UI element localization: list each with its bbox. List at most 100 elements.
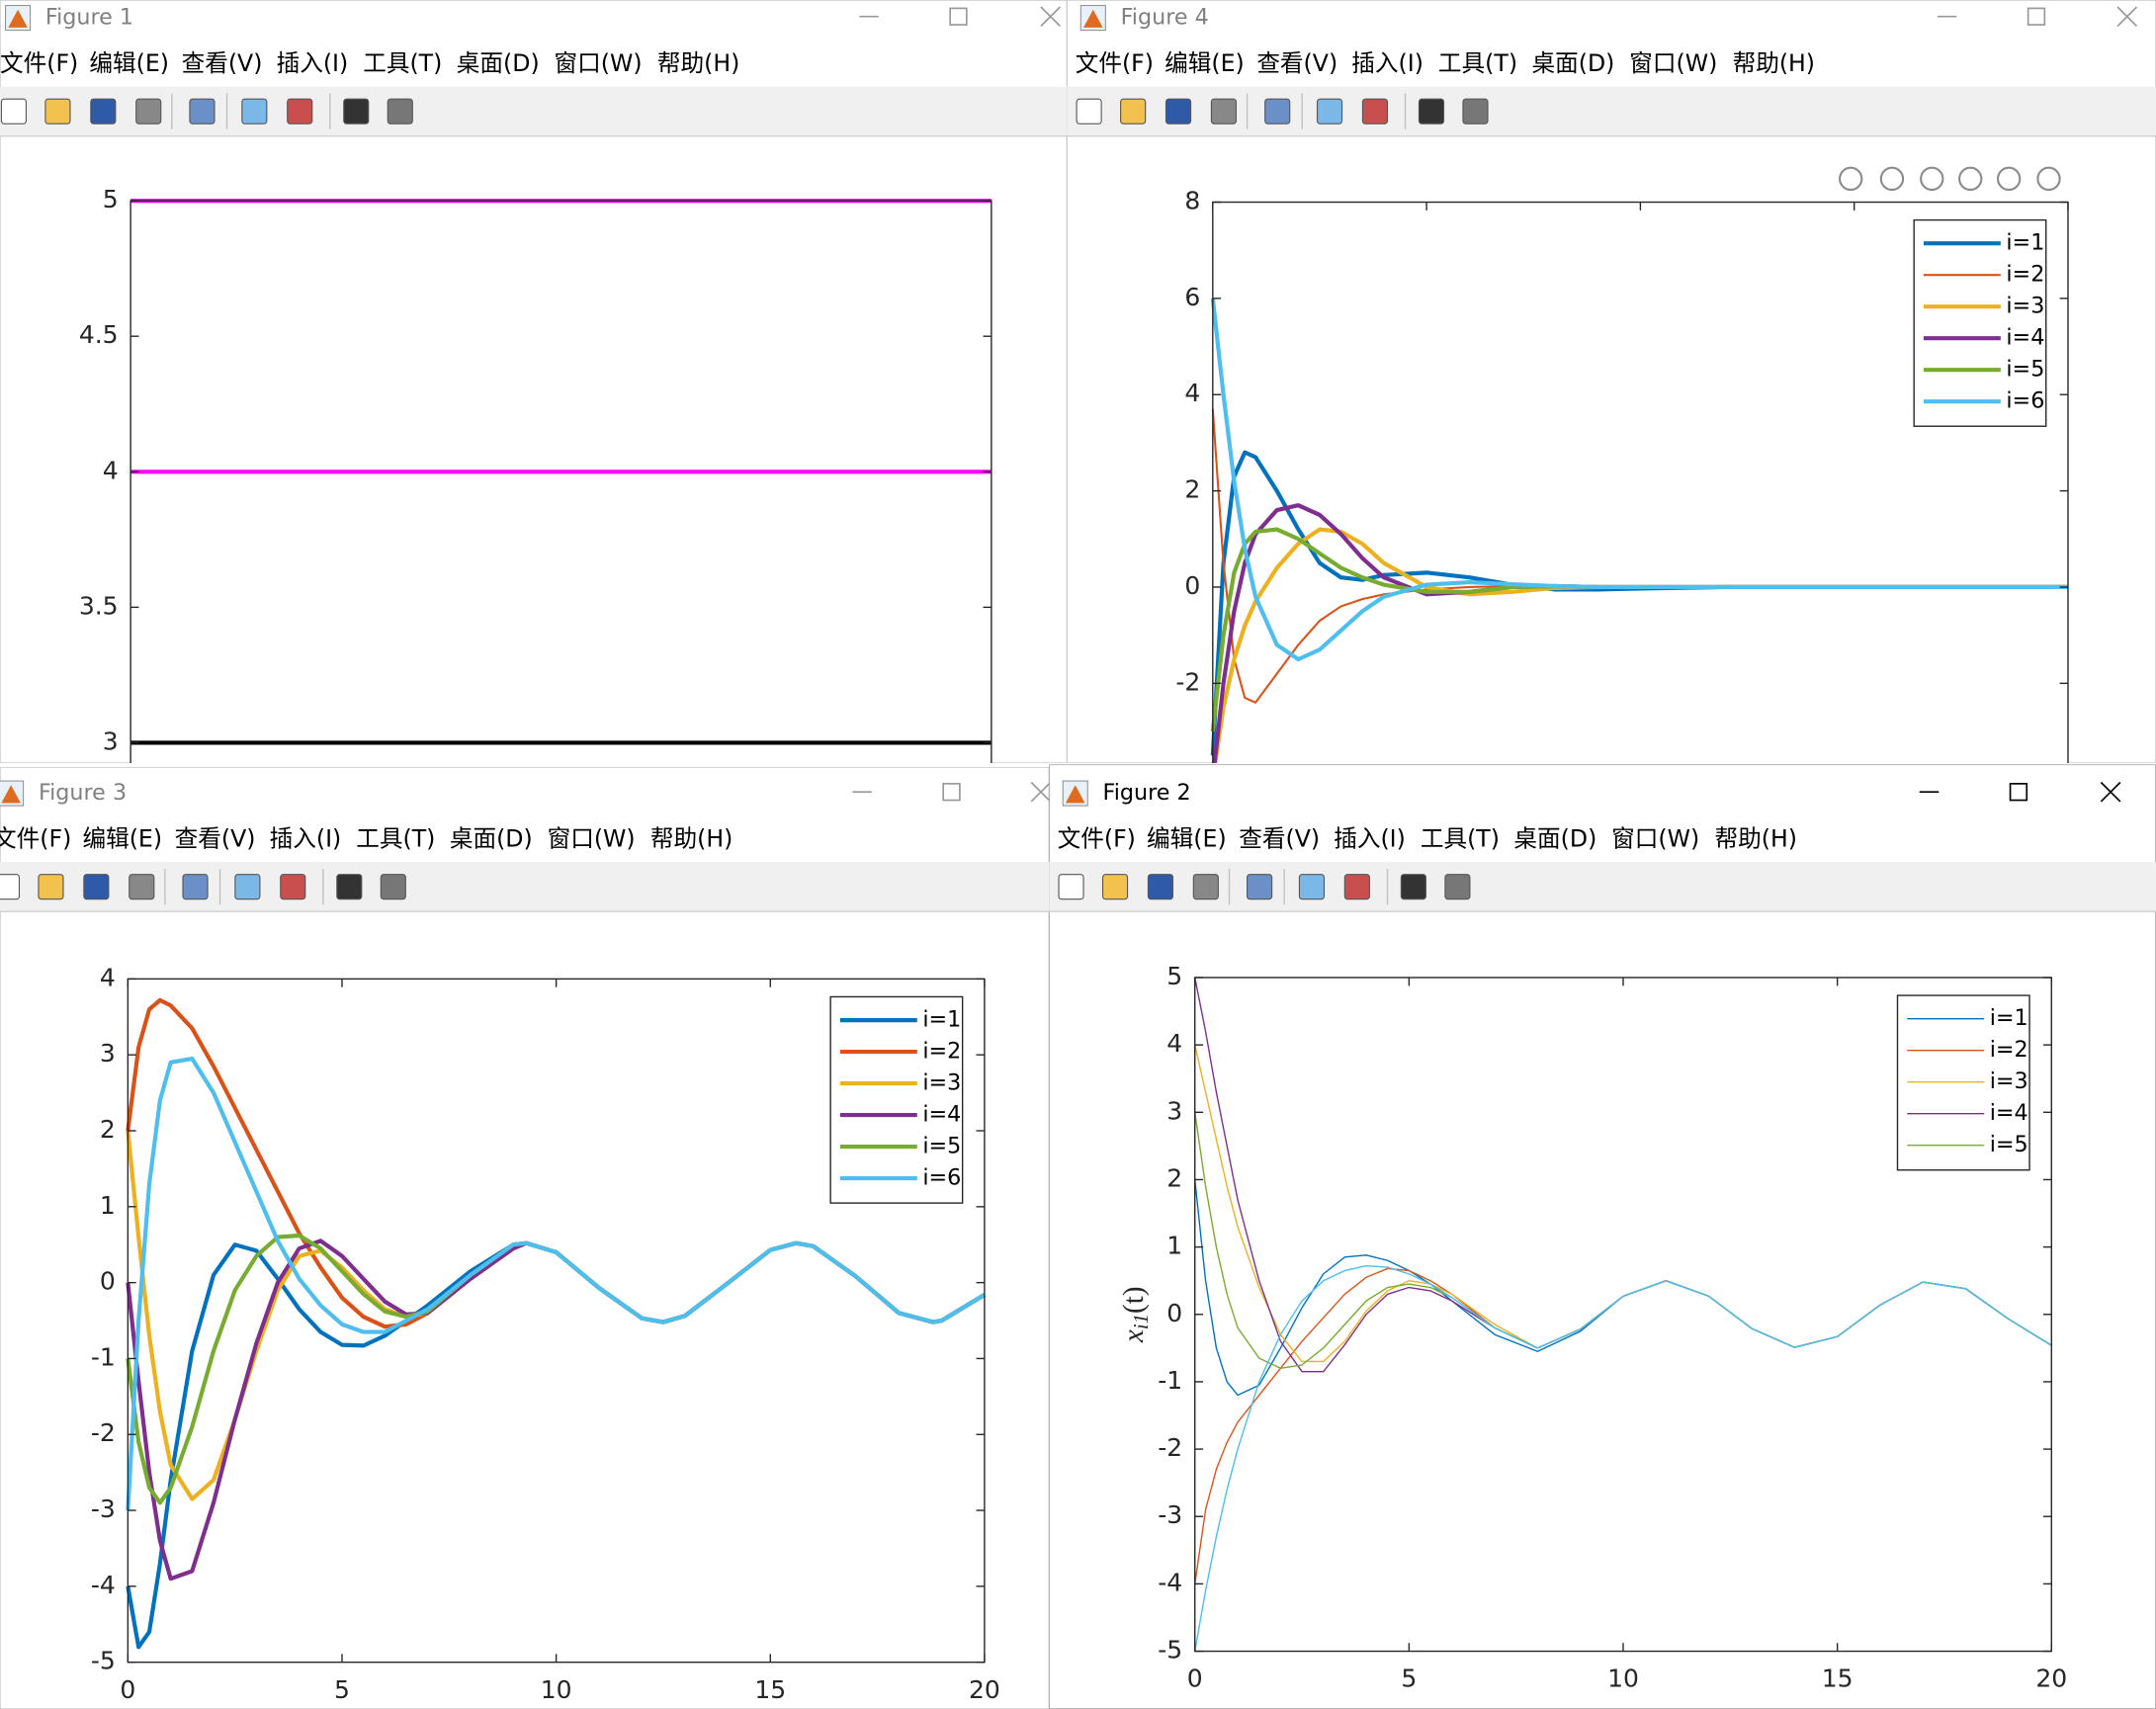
axes-toolbar-button[interactable] xyxy=(2036,166,2061,192)
toolbar-button[interactable] xyxy=(0,98,27,125)
menu-item[interactable]: 编辑(E) xyxy=(89,49,169,77)
maximize-button[interactable] xyxy=(2009,783,2028,802)
menu-item[interactable]: 工具(T) xyxy=(363,49,442,77)
legend-label: i=2 xyxy=(922,1039,961,1065)
axes-toolbar-button[interactable] xyxy=(1879,166,1905,192)
toolbar-button[interactable] xyxy=(189,98,216,125)
axes-toolbar-button[interactable] xyxy=(1920,166,1944,192)
menu-item[interactable]: 编辑(E) xyxy=(1164,49,1245,77)
toolbar-button[interactable] xyxy=(343,98,370,125)
menu-item[interactable]: 桌面(D) xyxy=(1532,49,1615,77)
menu-item[interactable]: 文件(F) xyxy=(0,824,71,852)
axes-toolbar-button[interactable] xyxy=(1839,166,1863,192)
menu-item[interactable]: 工具(T) xyxy=(1438,49,1517,77)
close-button[interactable] xyxy=(2116,6,2138,28)
toolbar-button[interactable] xyxy=(1361,98,1389,125)
legend-label: i=4 xyxy=(2006,325,2044,351)
toolbar-button[interactable] xyxy=(129,874,155,900)
toolbar-button[interactable] xyxy=(380,874,406,900)
menu-item[interactable]: 帮助(H) xyxy=(657,49,739,77)
menu-item[interactable]: 桌面(D) xyxy=(457,49,540,77)
menu-item[interactable]: 插入(I) xyxy=(1351,49,1423,77)
toolbar-button[interactable] xyxy=(1264,98,1291,125)
menu-item[interactable]: 桌面(D) xyxy=(450,824,533,852)
menu-item[interactable]: 插入(I) xyxy=(270,824,342,852)
toolbar-button[interactable] xyxy=(83,874,110,900)
menu-item[interactable]: 查看(V) xyxy=(1239,824,1320,852)
y-tick-label: 5 xyxy=(1166,962,1182,990)
y-tick-label: 2 xyxy=(1184,475,1200,504)
y-tick-label: -2 xyxy=(91,1418,116,1447)
toolbar-button[interactable] xyxy=(90,98,117,125)
toolbar-button[interactable] xyxy=(1462,98,1489,125)
toolbar-button[interactable] xyxy=(1210,98,1238,125)
toolbar-button[interactable] xyxy=(1147,874,1174,900)
menu-item[interactable]: 文件(F) xyxy=(1058,824,1136,852)
toolbar-button[interactable] xyxy=(44,98,71,125)
toolbar-button[interactable] xyxy=(1418,98,1445,125)
menu-item[interactable]: 帮助(H) xyxy=(1715,824,1797,852)
menu-item[interactable]: 查看(V) xyxy=(1256,49,1337,77)
menu-item[interactable]: 编辑(E) xyxy=(82,824,162,852)
toolbar-button[interactable] xyxy=(1101,874,1129,900)
menu-item[interactable]: 编辑(E) xyxy=(1147,824,1227,852)
menu-item[interactable]: 工具(T) xyxy=(356,824,435,852)
close-button[interactable] xyxy=(1040,6,1062,28)
toolbar-button[interactable] xyxy=(1343,874,1370,900)
legend-label: i=6 xyxy=(2006,388,2044,414)
toolbar xyxy=(0,862,1050,912)
menu-item[interactable]: 查看(V) xyxy=(182,49,263,77)
axes-toolbar-button[interactable] xyxy=(1996,166,2022,192)
menu-item[interactable]: 插入(I) xyxy=(1334,824,1406,852)
menu-item[interactable]: 窗口(W) xyxy=(1629,49,1717,77)
menu-item[interactable]: 窗口(W) xyxy=(548,824,636,852)
y-tick-label: -1 xyxy=(91,1342,116,1371)
menu-item[interactable]: 文件(F) xyxy=(0,49,78,77)
legend-label: i=2 xyxy=(1990,1037,2028,1063)
close-button[interactable] xyxy=(1030,781,1050,803)
y-axis-label-tail: (t) xyxy=(1118,1286,1150,1314)
toolbar-button[interactable] xyxy=(1400,874,1426,900)
toolbar-button[interactable] xyxy=(182,874,209,900)
toolbar-button[interactable] xyxy=(1164,98,1192,125)
toolbar-button[interactable] xyxy=(38,874,64,900)
toolbar-button[interactable] xyxy=(135,98,162,125)
axes-toolbar-button[interactable] xyxy=(1958,166,1983,192)
toolbar-button[interactable] xyxy=(0,874,21,900)
menu-item[interactable]: 帮助(H) xyxy=(1733,49,1815,77)
toolbar-button[interactable] xyxy=(336,874,363,900)
toolbar-button[interactable] xyxy=(1316,98,1343,125)
toolbar-button[interactable] xyxy=(1076,98,1102,125)
menu-item[interactable]: 窗口(W) xyxy=(1611,824,1699,852)
axes-background xyxy=(130,201,992,764)
toolbar-button[interactable] xyxy=(1444,874,1471,900)
toolbar-button[interactable] xyxy=(387,98,413,125)
toolbar-button[interactable] xyxy=(1298,874,1326,900)
toolbar-button[interactable] xyxy=(234,874,261,900)
menu-item[interactable]: 桌面(D) xyxy=(1513,824,1596,852)
close-button[interactable] xyxy=(2100,781,2121,803)
y-tick-label: 5 xyxy=(103,185,119,214)
toolbar-button[interactable] xyxy=(1192,874,1219,900)
menu-item[interactable]: 工具(T) xyxy=(1421,824,1500,852)
maximize-button[interactable] xyxy=(949,7,968,26)
menu-item[interactable]: 插入(I) xyxy=(277,49,349,77)
x-tick-label: 10 xyxy=(541,1675,572,1704)
toolbar-button[interactable] xyxy=(287,98,313,125)
toolbar-button[interactable] xyxy=(1120,98,1147,125)
window-title: Figure 4 xyxy=(1121,5,1209,31)
window: Figure 4 文件(F) 编辑(E) 查看(V) 插入(I) 工具(T) 桌面(D) 窗口… xyxy=(1067,0,2156,764)
data-line xyxy=(1210,298,2068,662)
toolbar-button[interactable] xyxy=(1058,874,1084,900)
menu-item[interactable]: 文件(F) xyxy=(1076,49,1154,77)
toolbar-button[interactable] xyxy=(1247,874,1273,900)
menu-item[interactable]: 窗口(W) xyxy=(555,49,643,77)
menu-item[interactable]: 查看(V) xyxy=(175,824,256,852)
maximize-button[interactable] xyxy=(2027,7,2046,26)
maximize-button[interactable] xyxy=(942,783,961,802)
toolbar-button[interactable] xyxy=(241,98,268,125)
menu-item[interactable]: 帮助(H) xyxy=(650,824,733,852)
toolbar-button[interactable] xyxy=(280,874,306,900)
window: Figure 2 文件(F) 编辑(E) 查看(V) 插入(I) 工具(T) 桌面(D) 窗口… xyxy=(1049,764,2156,1709)
